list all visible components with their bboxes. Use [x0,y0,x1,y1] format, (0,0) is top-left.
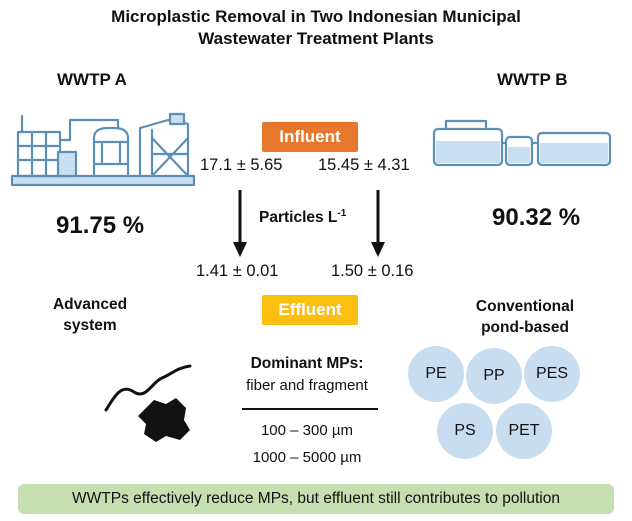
diagram-title: Microplastic Removal in Two Indonesian M… [0,6,632,50]
polymer-pes-bubble: PES [524,346,580,402]
dominant-mps-heading: Dominant MPs: [250,355,364,372]
wwtp-a-system-type: Advanced system [40,294,140,336]
wwtp-a-effluent-value: 1.41 ± 0.01 [196,262,279,280]
wwtp-b-system-type: Conventional pond-based [460,296,590,338]
polymer-pp-bubble: PP [466,348,522,404]
polymer-pet-bubble: PET [496,403,552,459]
size-range-2: 1000 – 5000 µm [252,449,362,466]
wwtp-b-removal-percent: 90.32 % [492,204,581,231]
wwtp-a-removal-percent: 91.75 % [56,212,145,239]
units-superscript: -1 [337,208,347,219]
units-label: Particles L-1 [259,208,346,227]
wwtp-b-down-arrow [371,190,385,257]
wwtp-a-system-line-1: Advanced [52,296,128,313]
wwtp-b-influent-value: 15.45 ± 4.31 [318,156,410,174]
divider-line [242,408,378,410]
title-line-2: Wastewater Treatment Plants [198,29,434,48]
wwtp-b-system-line-2: pond-based [481,319,569,336]
fiber-icon [104,364,192,412]
wwtp-a-down-arrow [233,190,247,257]
size-range-1: 100 – 300 µm [260,422,354,439]
conclusion-banner: WWTPs effectively reduce MPs, but efflue… [18,484,614,514]
units-text: Particles L [259,209,338,227]
fragment-icon [138,398,190,442]
wwtp-a-influent-value: 17.1 ± 5.65 [200,156,283,174]
wwtp-b-label: WWTP B [497,70,568,89]
title-line-1: Microplastic Removal in Two Indonesian M… [111,7,521,26]
wwtp-b-pond-icon [432,119,612,167]
effluent-badge: Effluent [262,295,358,325]
polymer-pe-bubble: PE [408,346,464,402]
wwtp-b-effluent-value: 1.50 ± 0.16 [331,262,414,280]
wwtp-a-label: WWTP A [57,70,127,89]
polymer-ps-bubble: PS [437,403,493,459]
wwtp-b-system-line-1: Conventional [475,298,575,315]
dominant-mps-types: fiber and fragment [246,377,368,394]
wwtp-a-plant-icon [10,112,196,187]
influent-badge: Influent [262,122,358,152]
wwtp-a-system-line-2: system [63,317,117,334]
